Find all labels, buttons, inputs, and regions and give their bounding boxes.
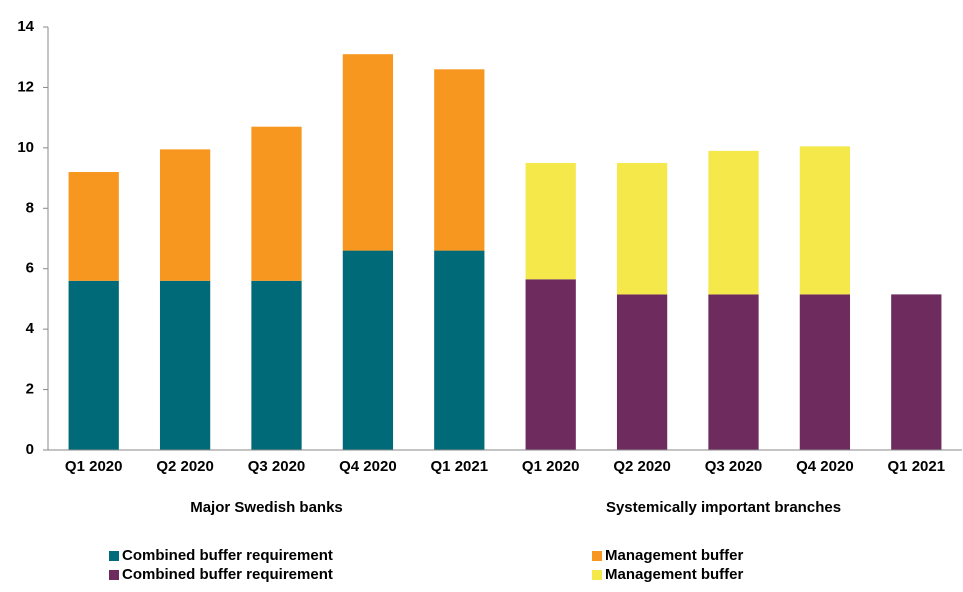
bar [708,150,759,295]
x-tick-label: Q2 2020 [156,458,214,475]
x-tick-label: Q2 2020 [613,458,671,475]
legend-label: Combined buffer requirement [122,566,333,583]
legend-label: Management buffer [605,566,744,583]
x-tick-label: Q1 2020 [65,458,123,475]
y-tick-label: 10 [17,139,34,156]
legend-swatch [592,551,602,561]
bar [68,172,119,281]
x-tick-label: Q1 2021 [888,458,946,475]
bar [799,146,851,295]
x-tick-label: Q4 2020 [339,458,397,475]
group-label: Major Swedish banks [190,499,343,516]
x-tick-label: Q3 2020 [705,458,763,475]
bar [342,250,394,450]
y-tick-label: 4 [26,320,35,337]
bar [159,149,211,281]
bar [342,54,394,251]
legend-swatch [109,570,119,580]
x-tick-label: Q1 2021 [431,458,489,475]
bar [799,294,851,450]
bar [68,280,119,450]
legend-swatch [109,551,119,561]
y-tick-label: 2 [26,381,34,398]
bar [616,162,668,295]
legend-label: Combined buffer requirement [122,547,333,564]
y-tick-label: 6 [26,260,34,277]
x-tick-label: Q4 2020 [796,458,854,475]
bar [251,126,302,281]
bar [616,294,668,450]
legend-swatch [592,570,602,580]
bar [891,294,942,450]
group-label: Systemically important branches [606,499,841,516]
y-tick-label: 14 [17,18,34,35]
bar [159,280,211,450]
x-tick-label: Q1 2020 [522,458,580,475]
bar [434,69,485,251]
legend-label: Management buffer [605,547,744,564]
y-tick-label: 0 [26,441,34,458]
bar [525,162,576,280]
bar [251,280,302,450]
y-tick-label: 8 [26,199,34,216]
x-tick-label: Q3 2020 [248,458,306,475]
bar [434,250,485,450]
y-tick-label: 12 [17,78,34,95]
bar [525,279,576,450]
bar [708,294,759,450]
